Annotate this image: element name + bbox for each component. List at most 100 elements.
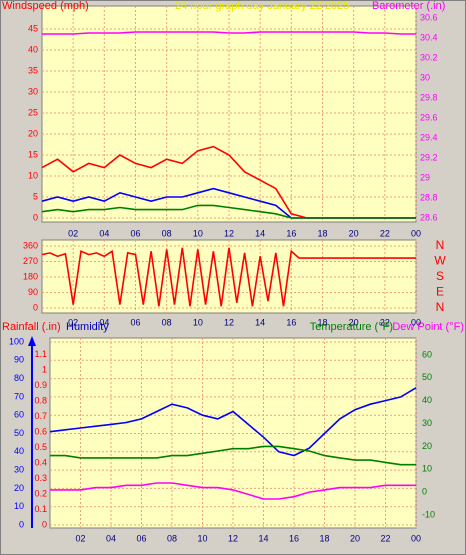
series-line (50, 445, 416, 466)
y-tick-label: 360 (23, 240, 38, 250)
x-tick-label: 12 (228, 533, 238, 543)
y2-tick-label: N (436, 300, 445, 314)
rain-tick-label: 0.5 (34, 442, 47, 452)
x-tick-label: 08 (167, 533, 177, 543)
y-tick-label: 15 (28, 149, 38, 159)
y2-tick-label: 29.6 (420, 112, 438, 122)
series-line (50, 482, 416, 500)
rain-label: Rainfall (.in) (2, 321, 61, 333)
y-tick-label: 90 (14, 355, 24, 365)
y2-tick-label: 10 (422, 464, 432, 474)
x-tick-label: 06 (130, 228, 140, 238)
rain-tick-label: 0.3 (34, 473, 47, 483)
y2-tick-label: 30.4 (420, 32, 438, 42)
y-tick-label: 20 (14, 483, 24, 493)
y2-tick-label: 20 (422, 441, 432, 451)
x-tick-label: 02 (75, 533, 85, 543)
y2-tick-label: 28.6 (420, 212, 438, 222)
y2-tick-label: N (436, 238, 445, 252)
x-tick-label: 20 (349, 228, 359, 238)
x-tick-label: 12 (224, 228, 234, 238)
rain-tick-label: 0.4 (34, 457, 47, 467)
x-tick-label: 14 (255, 228, 265, 238)
x-tick-label: 10 (193, 317, 203, 327)
y-tick-label: 90 (28, 287, 38, 297)
y-tick-label: 20 (28, 128, 38, 138)
series-line (49, 387, 417, 457)
y-tick-label: 0 (19, 519, 24, 529)
y2-tick-label: 29 (420, 172, 430, 182)
y2-tick-label: E (436, 285, 444, 299)
y-tick-label: 100 (9, 336, 24, 346)
y-tick-label: 270 (23, 256, 38, 266)
y2-tick-label: 50 (422, 372, 432, 382)
series-line (41, 204, 416, 219)
dewpoint-label: Dew Point (°F) (392, 321, 464, 333)
y-tick-label: 70 (14, 391, 24, 401)
y-tick-label: 5 (33, 191, 38, 201)
y2-tick-label: -10 (422, 509, 435, 519)
wind-label: Windspeed (mph) (2, 0, 89, 12)
y-tick-label: 25 (28, 107, 38, 117)
y-tick-label: 0 (33, 302, 38, 312)
y2-tick-label: 40 (422, 395, 432, 405)
x-tick-label: 02 (68, 228, 78, 238)
x-tick-label: 00 (411, 533, 421, 543)
y2-tick-label: 30 (422, 418, 432, 428)
axis-arrow (28, 336, 36, 346)
x-tick-label: 04 (106, 533, 116, 543)
series-line (41, 247, 416, 307)
x-tick-label: 04 (99, 317, 109, 327)
x-tick-label: 08 (162, 228, 172, 238)
rain-tick-label: 0.2 (34, 488, 47, 498)
x-tick-label: 18 (317, 228, 327, 238)
rain-tick-label: 1.1 (34, 349, 47, 359)
x-tick-label: 06 (130, 317, 140, 327)
rain-tick-label: 0.8 (34, 395, 47, 405)
y2-tick-label: 29.2 (420, 152, 438, 162)
y2-tick-label: 29.4 (420, 132, 438, 142)
rain-tick-label: 1 (42, 364, 47, 374)
y-tick-label: 40 (28, 44, 38, 54)
y-tick-label: 10 (14, 501, 24, 511)
y2-tick-label: 29.8 (420, 92, 438, 102)
x-tick-label: 08 (162, 317, 172, 327)
x-tick-label: 02 (68, 317, 78, 327)
x-tick-label: 12 (224, 317, 234, 327)
x-tick-label: 22 (380, 317, 390, 327)
barometer-label: Barometer (.in) (372, 0, 445, 12)
y-tick-label: 60 (14, 410, 24, 420)
y-tick-label: 40 (14, 446, 24, 456)
y-tick-label: 80 (14, 373, 24, 383)
x-tick-label: 18 (319, 533, 329, 543)
y-tick-label: 45 (28, 23, 38, 33)
y-tick-label: 35 (28, 65, 38, 75)
y-tick-label: 30 (14, 464, 24, 474)
x-tick-label: 16 (289, 533, 299, 543)
x-tick-label: 04 (99, 228, 109, 238)
x-tick-label: 22 (380, 533, 390, 543)
y2-tick-label: 0 (422, 487, 427, 497)
y2-tick-label: W (434, 254, 446, 268)
humidity-label: Humidity (66, 321, 109, 333)
x-tick-label: 00 (411, 317, 421, 327)
x-tick-label: 14 (258, 533, 268, 543)
y2-tick-label: 30.2 (420, 52, 438, 62)
temperature-label: Temperature (°F) (310, 321, 393, 333)
y2-tick-label: 60 (422, 349, 432, 359)
rain-tick-label: 0.9 (34, 380, 47, 390)
x-tick-label: 00 (411, 228, 421, 238)
y2-tick-label: 30.6 (420, 12, 438, 22)
series-line (42, 31, 416, 35)
y2-tick-label: 28.8 (420, 192, 438, 202)
y-tick-label: 180 (23, 271, 38, 281)
x-tick-label: 18 (317, 317, 327, 327)
y2-tick-label: 30 (420, 72, 430, 82)
rain-tick-label: 0.6 (34, 426, 47, 436)
rain-tick-label: 0.7 (34, 411, 47, 421)
x-tick-label: 16 (286, 317, 296, 327)
y-tick-label: 50 (14, 428, 24, 438)
title: 24 hour graph day January 22 2025 (175, 0, 349, 12)
x-tick-label: 20 (349, 317, 359, 327)
